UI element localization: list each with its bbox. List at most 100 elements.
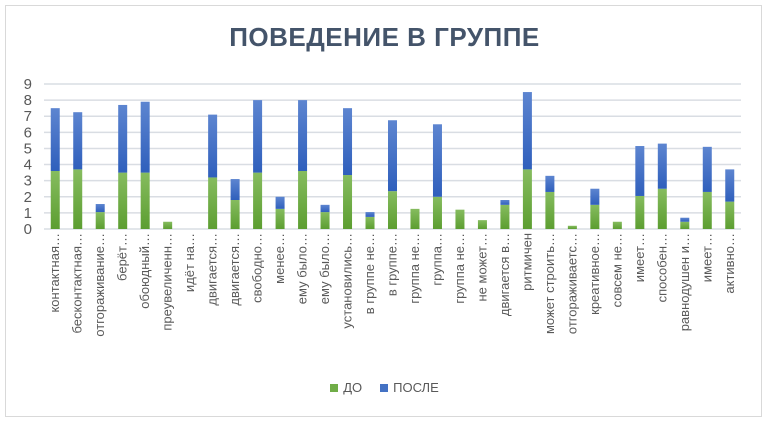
y-tick-label: 7 — [24, 108, 32, 125]
bar-posle — [725, 169, 735, 202]
x-tick-label: отгораживаетс… — [564, 233, 579, 334]
bar-do — [657, 188, 667, 229]
bar-do — [500, 204, 510, 229]
x-tick-label: активно… — [722, 233, 737, 294]
bar-posle — [208, 114, 218, 178]
y-tick-label: 0 — [24, 221, 32, 238]
x-tick-label: совсем не… — [609, 233, 624, 307]
legend-label-posle: ПОСЛЕ — [393, 380, 439, 395]
bar-do — [275, 208, 285, 229]
x-tick-label: имеет… — [699, 233, 714, 282]
x-tick-label: ему было… — [295, 233, 310, 304]
bar-do — [320, 212, 330, 229]
bar-do — [612, 221, 622, 229]
bar-posle — [275, 196, 285, 209]
x-tick-label: не может… — [474, 233, 489, 302]
bar-posle — [545, 175, 555, 192]
chart-frame — [5, 5, 762, 417]
bar-posle — [320, 204, 330, 213]
bar-posle — [500, 200, 510, 205]
bar-do — [567, 225, 577, 229]
x-tick-label: менее… — [272, 233, 287, 284]
y-tick-label: 6 — [24, 124, 32, 141]
bar-posle — [432, 124, 442, 197]
bar-do — [343, 175, 353, 229]
bar-posle — [140, 101, 150, 173]
bar-do — [432, 196, 442, 229]
bar-posle — [253, 100, 263, 173]
y-tick-label: 9 — [24, 76, 32, 93]
bar-do — [388, 191, 397, 229]
legend: ДО ПОСЛЕ — [0, 380, 769, 395]
bar-posle — [657, 143, 667, 189]
bar-posle — [343, 108, 353, 176]
bar-posle — [298, 100, 308, 171]
x-tick-label: установились… — [340, 233, 355, 329]
x-tick-label: имеет… — [632, 233, 647, 282]
bar-do — [95, 212, 105, 229]
bar-posle — [522, 92, 532, 170]
x-tick-label: в группе не… — [362, 233, 377, 314]
x-tick-label: контактная… — [47, 233, 62, 313]
x-tick-label: бесконтактная… — [70, 233, 85, 334]
y-tick-label: 3 — [24, 173, 32, 190]
bar-do — [410, 208, 420, 229]
x-tick-label: может строить… — [542, 233, 557, 334]
bar-do — [163, 221, 173, 229]
y-tick-label: 8 — [24, 92, 32, 109]
x-tick-label: группа… — [429, 233, 444, 286]
x-tick-label: креативное… — [587, 233, 602, 315]
bar-posle — [702, 146, 712, 192]
bar-do — [590, 204, 600, 229]
bar-do — [522, 169, 532, 229]
x-tick-label: идёт на… — [182, 233, 197, 292]
x-tick-label: ритмичен — [519, 233, 534, 291]
y-tick-label: 2 — [24, 189, 32, 206]
bar-do — [140, 172, 150, 229]
x-tick-label: двигается… — [227, 233, 242, 306]
bar-posle — [365, 212, 375, 217]
legend-item-posle: ПОСЛЕ — [380, 380, 439, 395]
bar-posle — [680, 217, 690, 222]
x-tick-label: свободно… — [250, 233, 265, 303]
bar-posle — [50, 108, 60, 171]
bar-do — [635, 195, 645, 229]
x-tick-label: берёт… — [115, 233, 130, 281]
x-tick-label: группа не… — [452, 233, 467, 304]
bar-do — [725, 201, 735, 229]
bar-do — [253, 172, 263, 229]
legend-swatch-do — [330, 383, 339, 392]
x-tick-label: двигается в… — [497, 233, 512, 316]
x-tick-label: отгораживание… — [92, 233, 107, 337]
legend-item-do: ДО — [330, 380, 362, 395]
legend-swatch-posle — [380, 383, 389, 392]
x-tick-label: преувеличенн… — [160, 233, 175, 331]
bar-do — [50, 171, 60, 229]
y-tick-label: 1 — [24, 205, 32, 222]
bar-do — [455, 209, 465, 229]
x-tick-label: группа не… — [407, 233, 422, 304]
bar-do — [702, 191, 712, 229]
bar-posle — [95, 204, 105, 213]
bar-do — [230, 200, 240, 229]
bar-do — [365, 216, 375, 229]
bar-do — [680, 221, 690, 229]
x-tick-label: равнодушен и… — [677, 233, 692, 331]
bar-do — [118, 172, 128, 229]
bar-posle — [388, 120, 397, 192]
x-tick-label: способен… — [654, 233, 669, 302]
x-tick-label: обоюдный… — [137, 233, 152, 309]
bar-do — [73, 169, 83, 229]
chart-title: ПОВЕДЕНИЕ В ГРУППЕ — [229, 22, 540, 52]
x-tick-label: двигается… — [205, 233, 220, 306]
y-tick-label: 4 — [24, 157, 32, 174]
bar-posle — [230, 179, 240, 200]
x-tick-label: в группе… — [385, 233, 400, 296]
bar-do — [208, 177, 218, 229]
bar-do — [298, 171, 308, 229]
y-tick-label: 5 — [24, 140, 32, 157]
bar-posle — [118, 104, 128, 173]
bar-do — [545, 191, 555, 229]
bar-posle — [635, 146, 645, 196]
